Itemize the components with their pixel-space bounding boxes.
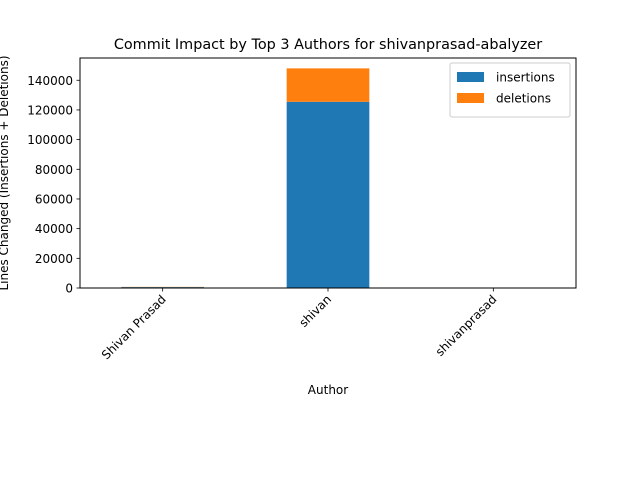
y-axis: 0 20000 40000 60000 80000 100000 120000 140000 [27,74,80,296]
legend-label-insertions: insertions [496,71,555,85]
chart-title: Commit Impact by Top 3 Authors for shiva… [114,37,542,53]
y-tick-label: 100000 [27,133,73,147]
y-tick-label: 60000 [35,192,73,206]
bar-insertions-1 [286,101,370,288]
x-axis-label: Author [308,383,348,397]
x-tick-label: shivan [296,292,334,330]
legend: insertions deletions [449,62,571,118]
y-tick-label: 40000 [35,222,73,236]
x-axis: Shivan Prasad shivan shivanprasad [99,288,500,362]
legend-swatch-insertions [457,72,484,82]
y-tick-label: 0 [65,282,73,296]
y-tick-label: 80000 [35,163,73,177]
y-tick-label: 120000 [27,103,73,117]
legend-label-deletions: deletions [496,92,551,106]
y-tick-label: 140000 [27,74,73,88]
plot-frame [79,57,577,289]
y-tick-label: 20000 [35,252,73,266]
x-tick-label: shivanprasad [433,292,500,359]
bar-deletions-1 [286,68,370,102]
bars [121,68,535,288]
legend-swatch-deletions [457,93,484,103]
x-tick-label: Shivan Prasad [99,292,169,362]
y-axis-label: Lines Changed (Insertions + Deletions) [0,55,11,290]
